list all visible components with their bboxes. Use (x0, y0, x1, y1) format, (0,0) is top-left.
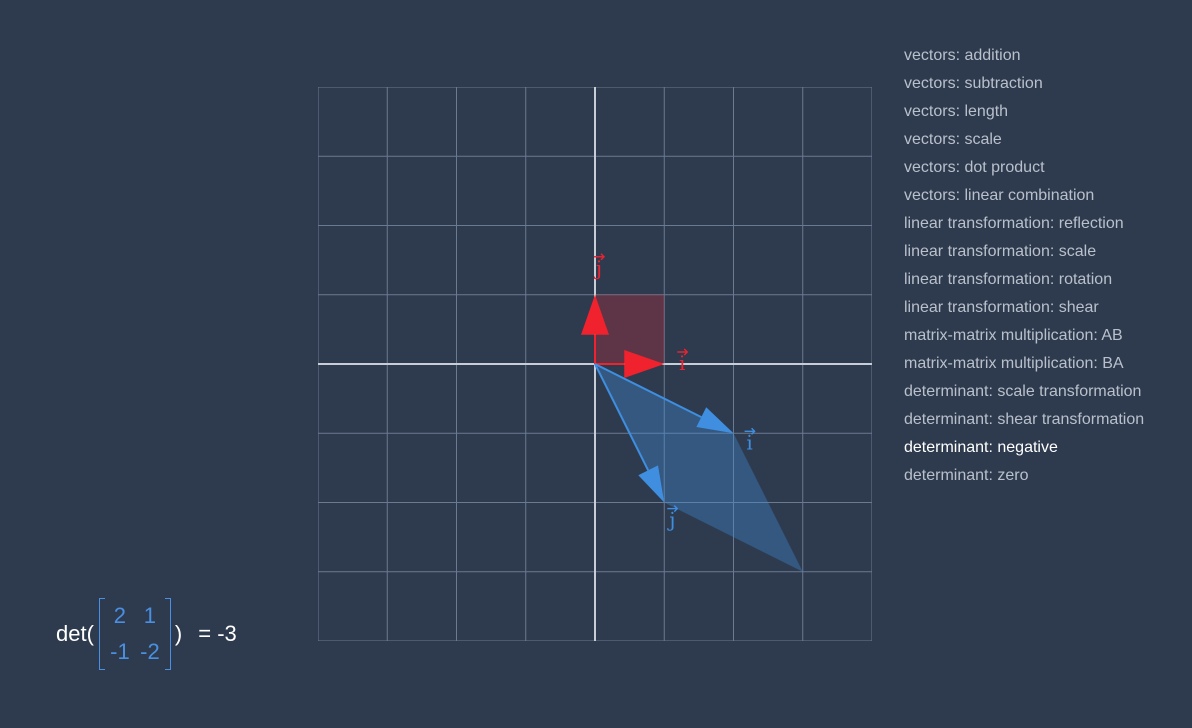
menu-item[interactable]: determinant: scale transformation (904, 383, 1142, 400)
menu-item[interactable]: determinant: negative (904, 439, 1058, 456)
menu-item[interactable]: matrix-matrix multiplication: AB (904, 327, 1123, 344)
menu-item[interactable]: determinant: shear transformation (904, 411, 1145, 428)
menu-item[interactable]: vectors: length (904, 103, 1009, 120)
vectors: i j i j (581, 253, 756, 532)
transformed-vector-i-arrowhead (696, 407, 734, 434)
menu-item[interactable]: linear transformation: reflection (904, 215, 1124, 232)
det-suffix: ) (174, 621, 183, 646)
unit-square (595, 294, 665, 364)
basis-vector-j-label: j (594, 256, 602, 280)
basis-vector-i-arrowhead (624, 350, 665, 378)
menu-item[interactable]: linear transformation: rotation (904, 271, 1113, 288)
determinant-formula: det( 2 1 -1 -2 ) = -3 (56, 598, 237, 670)
basis-vector-i-label: i (679, 351, 685, 375)
menu-item[interactable]: vectors: subtraction (904, 75, 1043, 92)
transformed-vector-j-label: j (667, 508, 675, 532)
basis-vector-j-arrowhead (581, 294, 609, 335)
transformed-vector-j-arrowhead (638, 465, 665, 503)
basis-vector-j-label-arrow-tip (600, 253, 605, 261)
matrix-cell-b[interactable]: 1 (143, 603, 157, 628)
menu-item[interactable]: matrix-matrix multiplication: BA (904, 355, 1124, 372)
menu-item[interactable]: vectors: scale (904, 131, 1002, 148)
matrix-row-2: -1 -2 (107, 634, 163, 670)
transformed-vector-j-label-arrow-tip (673, 505, 679, 513)
det-prefix: det( (56, 621, 94, 646)
menu-item[interactable]: determinant: zero (904, 467, 1029, 484)
transformed-vector-j-shaft (594, 363, 650, 471)
example-menu: vectors: addition vectors: subtraction vec… (904, 42, 1144, 490)
matrix-cell-d[interactable]: -2 (140, 639, 160, 664)
determinant-areas (595, 294, 803, 572)
transformed-vector-i-label-arrow-tip (751, 427, 756, 435)
matrix-right-bracket (164, 598, 171, 670)
menu-item[interactable]: vectors: addition (904, 47, 1021, 64)
coordinate-plane[interactable]: i j i j (318, 87, 872, 641)
matrix-left-bracket (98, 598, 105, 670)
menu-item[interactable]: linear transformation: scale (904, 243, 1097, 260)
transformed-vector-i-shaft (594, 363, 702, 419)
det-result: = -3 (198, 621, 237, 646)
transformed-vector-i-label: i (746, 430, 752, 454)
matrix-row-1: 2 1 (107, 598, 163, 634)
matrix: 2 1 -1 -2 (98, 598, 171, 670)
menu-item[interactable]: vectors: linear combination (904, 187, 1095, 204)
menu-item[interactable]: linear transformation: shear (904, 299, 1099, 316)
matrix-cell-c[interactable]: -1 (110, 639, 130, 664)
transformed-parallelogram (595, 364, 803, 572)
matrix-cell-a[interactable]: 2 (113, 603, 127, 628)
basis-vector-i-label-arrow-tip (683, 348, 689, 356)
menu-item[interactable]: vectors: dot product (904, 159, 1045, 176)
